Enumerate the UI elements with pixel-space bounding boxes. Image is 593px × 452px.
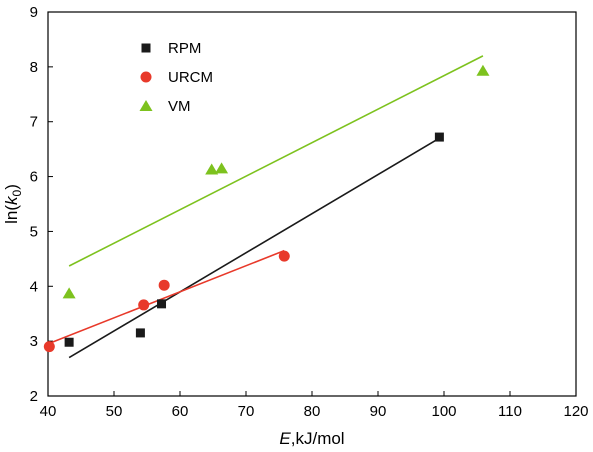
y-tick-label: 2: [30, 388, 38, 405]
x-tick-label: 120: [563, 403, 588, 420]
fit-line-rpm: [68, 137, 440, 359]
point-vm: [205, 163, 219, 175]
x-tick-label: 50: [106, 403, 123, 420]
y-tick-label: 4: [30, 278, 38, 295]
x-tick-label: 100: [431, 403, 456, 420]
point-vm: [476, 64, 490, 76]
y-tick-label: 3: [30, 333, 38, 350]
x-tick-label: 40: [40, 403, 57, 420]
point-urcm: [278, 250, 290, 262]
x-tick-label: 80: [304, 403, 321, 420]
point-rpm: [64, 337, 74, 347]
y-axis-title: ln(k0): [2, 184, 24, 224]
y-tick-label: 5: [30, 223, 38, 240]
fit-line-vm: [68, 55, 484, 267]
legend-marker-rpm: [141, 43, 151, 53]
legend: RPM URCM VM: [139, 40, 213, 115]
y-tick-label: 7: [30, 114, 38, 131]
x-tick-label: 90: [370, 403, 387, 420]
point-urcm: [138, 299, 150, 311]
legend-marker-vm: [139, 100, 153, 111]
axis-ticks: 40 50 60 70 80 90 100 110 120 2 3 4 5 6 7 8 9: [30, 4, 589, 420]
legend-label-vm: VM: [168, 98, 191, 115]
fit-lines: [47, 55, 484, 359]
x-tick-label: 70: [238, 403, 255, 420]
point-rpm: [135, 328, 145, 338]
x-tick-label: 110: [498, 403, 522, 420]
point-rpm: [434, 132, 444, 142]
legend-label-rpm: RPM: [168, 40, 201, 57]
point-vm: [215, 162, 229, 174]
plot-frame: [47, 11, 577, 397]
point-urcm: [43, 341, 55, 353]
data-points: [43, 64, 490, 353]
y-tick-label: 6: [30, 169, 38, 186]
legend-marker-urcm: [140, 71, 152, 83]
x-axis-title: E,kJ/mol: [279, 429, 344, 448]
legend-label-urcm: URCM: [168, 69, 213, 86]
y-tick-label: 9: [30, 4, 38, 21]
point-vm: [62, 287, 76, 299]
point-urcm: [158, 279, 170, 291]
fit-line-urcm: [47, 249, 285, 345]
x-tick-label: 60: [172, 403, 189, 420]
y-tick-label: 8: [30, 59, 38, 76]
point-rpm: [157, 299, 167, 309]
